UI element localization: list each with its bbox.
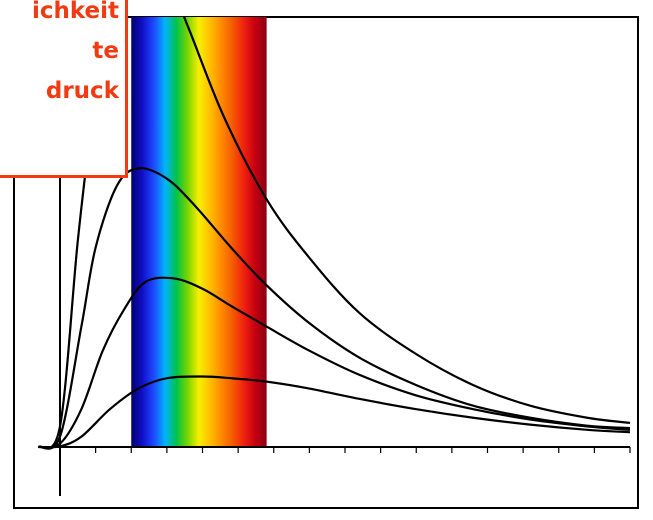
annotation-line-3: druck [45, 78, 119, 104]
annotation-box: ichkeit te druck [0, 0, 128, 178]
radiation-curve-3 [38, 167, 631, 450]
annotation-line-2: te [92, 38, 119, 64]
radiation-curve-2 [38, 276, 631, 449]
radiation-curve-4 [37, 17, 631, 450]
radiation-curve-1 [38, 375, 631, 449]
visible-spectrum-band [131, 17, 267, 447]
annotation-line-1: ichkeit [31, 0, 119, 24]
curves [37, 17, 631, 450]
